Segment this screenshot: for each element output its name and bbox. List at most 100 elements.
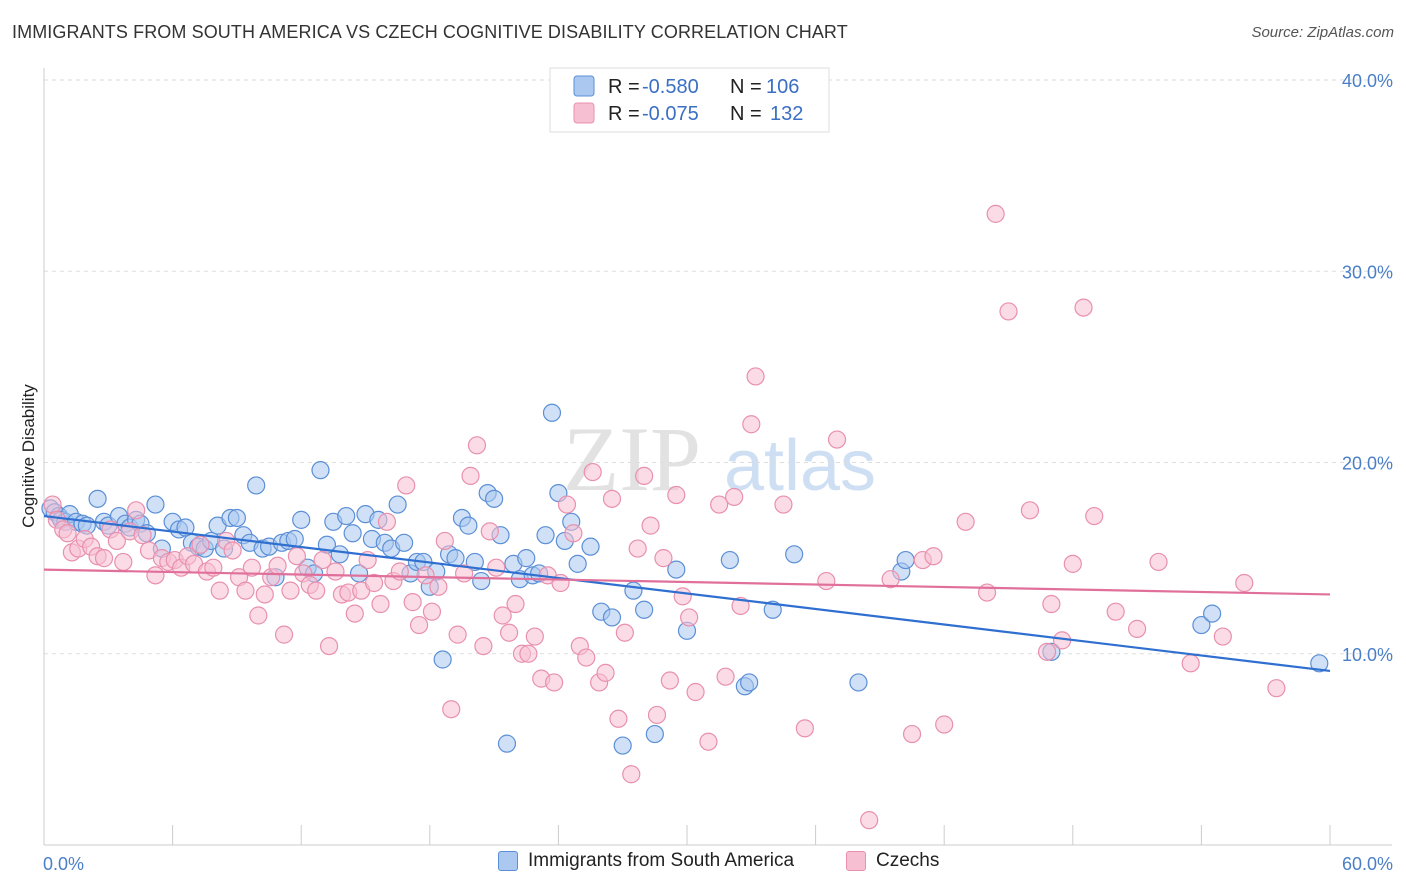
- y-tick-label-3: 40.0%: [1342, 71, 1393, 91]
- stats-legend-frame: [549, 67, 830, 133]
- series-czechs-points: [43, 204, 1286, 830]
- pink-point-44: [319, 636, 339, 656]
- blue-point-62: [433, 650, 452, 669]
- legend-swatch-pink: [846, 851, 866, 871]
- y-axis-title: Cognitive Disability: [19, 384, 38, 528]
- pink-point-104: [716, 667, 735, 686]
- pink-trendline: [43, 568, 1331, 596]
- pink-point-29: [223, 541, 242, 560]
- pink-point-48: [345, 604, 364, 623]
- pink-point-61: [429, 577, 448, 596]
- pink-point-122: [1020, 501, 1040, 520]
- blue-point-47: [337, 506, 356, 526]
- stats-swatch-pink: [573, 102, 595, 124]
- blue-point-75: [517, 549, 536, 568]
- blue-point-91: [667, 560, 686, 579]
- pink-point-60: [422, 602, 442, 621]
- pink-point-126: [1074, 298, 1093, 317]
- series-immigrants-points: [41, 403, 1329, 755]
- pink-point-63: [442, 700, 461, 719]
- pink-point-118: [935, 715, 954, 734]
- pink-point-31: [236, 581, 255, 600]
- watermark-atlas: atlas: [724, 426, 876, 506]
- stats-r-value-blue: -0.580: [642, 76, 699, 98]
- pink-point-102: [699, 732, 718, 751]
- pink-point-135: [986, 204, 1005, 223]
- pink-point-103: [710, 495, 729, 514]
- pink-point-105: [725, 487, 744, 507]
- pink-point-24: [191, 535, 210, 554]
- blue-point-79: [542, 403, 562, 422]
- pink-point-76: [525, 627, 544, 646]
- y-tick-labels: 10.0% 20.0% 30.0% 40.0%: [1342, 71, 1393, 665]
- pink-point-38: [281, 581, 300, 600]
- pink-point-110: [795, 719, 814, 738]
- trendlines: [43, 514, 1331, 673]
- stats-r-value-pink: -0.075: [642, 103, 699, 125]
- pink-point-81: [557, 495, 577, 514]
- pink-point-133: [1235, 573, 1254, 593]
- blue-point-97: [785, 545, 804, 564]
- blue-point-78: [536, 526, 555, 545]
- pink-point-14: [127, 501, 146, 520]
- pink-point-89: [609, 709, 628, 728]
- blue-point-95: [740, 673, 759, 692]
- pink-point-43: [313, 550, 332, 570]
- pink-point-59: [416, 566, 435, 585]
- legend-swatch-blue: [498, 851, 518, 871]
- pink-point-106: [731, 596, 750, 616]
- pink-point-56: [397, 476, 416, 495]
- stats-r-label-pink: R =: [608, 103, 640, 125]
- pink-point-95: [647, 705, 667, 725]
- pink-point-82: [564, 524, 583, 543]
- pink-point-107: [742, 415, 761, 434]
- pink-point-96: [654, 549, 673, 568]
- x-tick-label-1: 60.0%: [1342, 854, 1393, 874]
- pink-point-85: [583, 462, 602, 482]
- pink-point-108: [746, 367, 765, 386]
- y-tick-label-1: 20.0%: [1342, 454, 1393, 474]
- stats-legend: R = -0.580 N = 106 R = -0.075 N = 132: [549, 67, 830, 133]
- blue-point-40: [292, 510, 311, 529]
- pink-point-93: [635, 466, 654, 485]
- pink-point-99: [673, 587, 692, 606]
- pink-point-0: [43, 495, 62, 514]
- x-tick-labels: 0.0% 60.0%: [43, 854, 1393, 874]
- pink-point-68: [474, 636, 493, 656]
- pink-point-97: [660, 671, 679, 690]
- blue-point-48: [343, 524, 362, 543]
- pink-point-112: [827, 430, 847, 449]
- pink-point-87: [596, 663, 615, 682]
- blue-point-72: [497, 734, 517, 753]
- pink-point-92: [628, 539, 647, 558]
- pink-point-131: [1181, 654, 1200, 673]
- pink-point-64: [448, 625, 467, 644]
- stats-n-value-pink: 132: [770, 103, 803, 125]
- blue-point-87: [613, 736, 632, 755]
- stats-n-value-blue: 106: [766, 76, 799, 98]
- blue-point-18: [146, 495, 165, 514]
- pink-point-109: [774, 495, 793, 514]
- pink-point-72: [500, 623, 519, 642]
- pink-point-94: [641, 516, 660, 535]
- pink-point-45: [326, 562, 345, 581]
- blue-point-89: [635, 600, 654, 619]
- pink-point-62: [435, 531, 454, 551]
- blue-point-30: [227, 508, 246, 528]
- pink-point-75: [519, 644, 538, 663]
- blue-point-86: [602, 608, 622, 627]
- pink-point-128: [1106, 602, 1125, 621]
- pink-point-52: [371, 594, 390, 614]
- pink-point-127: [1085, 506, 1104, 526]
- pink-point-101: [686, 682, 705, 702]
- blue-point-84: [581, 537, 600, 556]
- pink-point-111: [817, 571, 836, 591]
- pink-point-3: [58, 524, 77, 543]
- pink-point-32: [242, 558, 262, 577]
- axes: [43, 68, 1392, 846]
- pink-point-91: [622, 765, 641, 784]
- chart-source: Source: ZipAtlas.com: [1251, 24, 1394, 41]
- blue-point-43: [311, 461, 330, 480]
- stats-r-label-blue: R =: [608, 76, 640, 98]
- y-tick-label-0: 10.0%: [1342, 645, 1393, 665]
